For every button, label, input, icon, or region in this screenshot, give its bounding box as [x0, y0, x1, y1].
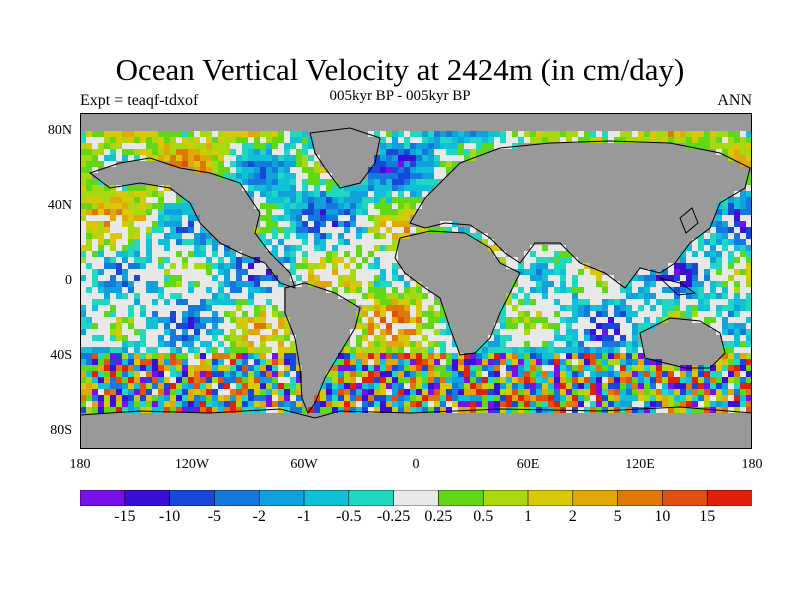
colorbar-swatch — [169, 490, 215, 506]
colorbar-swatch — [572, 490, 619, 506]
colorbar-label: 2 — [568, 508, 577, 525]
colorbar-swatch — [438, 490, 484, 506]
lon-label-120e: 120E — [625, 457, 655, 472]
colorbar-label: -0.25 — [376, 508, 411, 525]
colorbar-swatch — [662, 490, 708, 506]
experiment-label: Expt = teaqf-tdxof — [80, 92, 199, 109]
colorbar-label: 0.25 — [424, 508, 453, 525]
colorbar-label: 10 — [654, 508, 671, 525]
map-plot — [80, 113, 752, 449]
season-label: ANN — [717, 92, 752, 109]
lat-label-80n: 80N — [47, 123, 72, 138]
lat-label-80s: 80S — [50, 423, 72, 438]
map-border — [80, 113, 752, 449]
colorbar-label: -15 — [114, 508, 136, 525]
colorbar-swatch — [706, 490, 752, 506]
lat-label-40s: 40S — [50, 348, 72, 363]
colorbar-label: 15 — [699, 508, 716, 525]
colorbar-label: -10 — [158, 508, 181, 525]
colorbar-label: -5 — [207, 508, 222, 525]
colorbar-label: -0.5 — [336, 508, 362, 525]
colorbar-label: 1 — [524, 508, 532, 525]
map-subtitle: 005kyr BP - 005kyr BP — [329, 88, 471, 104]
colorbar-swatch — [617, 490, 663, 506]
lon-label-120w: 120W — [174, 457, 210, 472]
colorbar-label: -1 — [297, 508, 311, 525]
colorbar-swatch — [527, 490, 574, 506]
colorbar-swatch — [258, 490, 305, 506]
colorbar-label: -2 — [252, 508, 266, 525]
colorbar-label: 5 — [613, 508, 622, 525]
lat-label-40n: 40N — [47, 198, 72, 213]
colorbar-swatch — [482, 490, 529, 506]
colorbar-swatch — [214, 490, 260, 506]
lon-label-0: 0 — [412, 457, 420, 472]
coastlines — [80, 127, 752, 419]
lon-label-60w: 60W — [290, 457, 318, 472]
colorbar — [80, 490, 752, 506]
colorbar-label: 0.5 — [473, 508, 494, 525]
colorbar-swatch — [303, 490, 350, 506]
lon-label-60e: 60E — [516, 457, 540, 472]
lat-label-0: 0 — [65, 273, 72, 288]
map-title: Ocean Vertical Velocity at 2424m (in cm/… — [115, 52, 685, 87]
lon-label-180e: 180 — [741, 457, 763, 472]
lon-label-180w: 180 — [69, 457, 91, 472]
colorbar-swatch — [124, 490, 171, 506]
colorbar-swatch — [348, 490, 395, 506]
colorbar-swatch — [80, 490, 126, 506]
colorbar-swatch — [393, 490, 440, 506]
